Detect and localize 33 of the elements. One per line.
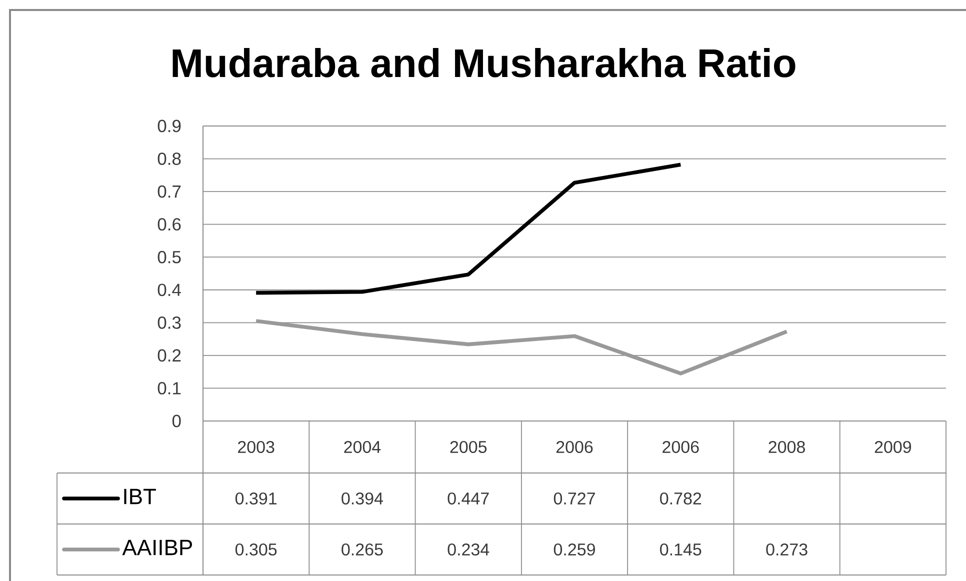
x-tick-label: 2009: [874, 440, 912, 454]
legend-label: AAIIBP: [122, 540, 192, 556]
y-tick-label: 0.3: [158, 316, 181, 329]
data-label: 0.234: [448, 543, 490, 556]
data-label: 0.259: [554, 543, 595, 556]
x-tick-label: 2005: [450, 440, 487, 454]
x-tick-label: 2006: [662, 440, 699, 454]
x-tick-label: 2004: [344, 440, 381, 454]
x-tick-label: 2006: [556, 440, 593, 454]
y-tick-label: 0.2: [158, 349, 181, 362]
data-label: 0.391: [235, 492, 277, 505]
y-tick-label: 0.9: [158, 120, 181, 132]
legend-label: IBT: [124, 488, 156, 504]
y-tick-label: 0.8: [158, 152, 181, 165]
data-label: 0.394: [342, 492, 383, 505]
data-label: 0.305: [235, 543, 277, 556]
data-label: 0.447: [448, 492, 489, 505]
y-tick-label: 0: [172, 414, 181, 428]
y-tick-label: 0.6: [158, 218, 181, 231]
x-tick-label: 2003: [238, 440, 274, 454]
x-tick-label: 2008: [768, 440, 805, 454]
y-tick-label: 0.7: [158, 185, 181, 198]
chart-title: Mudaraba and Musharakha Ratio: [172, 48, 796, 78]
data-label: 0.265: [342, 543, 383, 556]
y-tick-label: 0.4: [158, 284, 181, 296]
line-series: [254, 162, 683, 295]
data-label: 0.145: [660, 543, 702, 556]
data-label: 0.273: [766, 543, 808, 556]
data-label: 0.782: [660, 492, 702, 505]
y-tick-label: 0.5: [158, 250, 181, 264]
data-label: 0.727: [554, 492, 595, 505]
y-tick-label: 0.1: [158, 382, 181, 394]
line-series: [254, 319, 789, 376]
